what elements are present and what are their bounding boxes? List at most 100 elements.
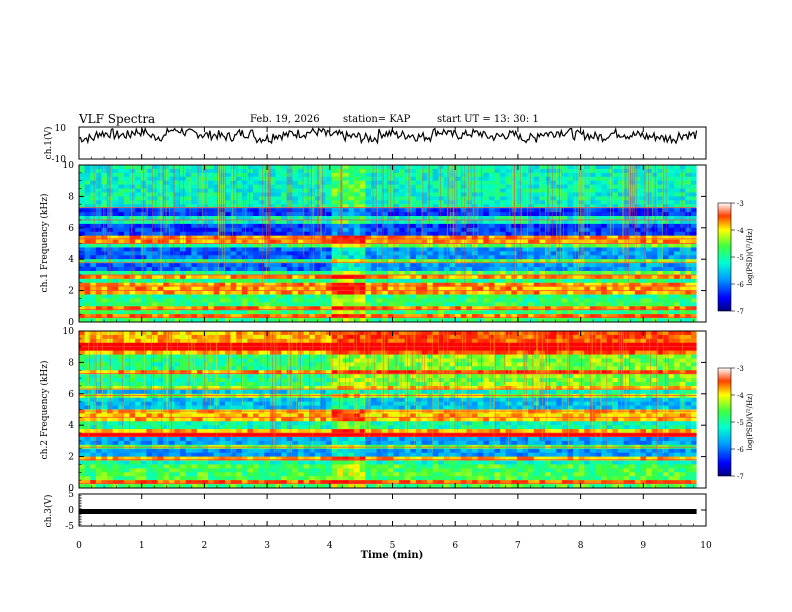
spectro-cell [393,274,400,280]
spectro-cell [393,180,400,186]
spectro-cell [387,302,394,307]
spectro-cell [241,290,248,295]
spectro-cell [516,172,523,178]
spectro-cell [247,168,254,174]
spectro-cell [455,298,462,303]
spectro-cell [415,314,422,319]
spectro-cell [477,235,484,240]
spectro-cell [112,460,119,465]
spectro-cell [95,338,102,344]
spectro-cell [522,180,529,186]
spectro-cell [208,176,215,182]
spectro-cell [320,247,327,252]
spectro-cell [500,318,507,323]
spectro-cell [404,176,411,182]
spectro-cell [230,274,237,280]
spectro-cell [230,278,237,284]
spectro-cell [90,192,97,197]
spectro-cell [455,235,462,240]
spectro-cell [359,310,366,315]
spectro-cell [623,188,630,193]
spectro-cell [275,318,282,323]
spectro-cell [617,231,624,237]
spectro-cell [567,318,574,323]
ch1-ylabel: ch.1(V) [43,127,54,160]
spectro-cell [90,429,97,434]
spectro-cell [685,270,692,276]
spectro-cell [213,255,220,260]
spectro-cell [679,235,686,240]
spectro-cell [101,413,108,418]
spectro-cell [455,302,462,307]
spectro-cell [477,231,484,237]
spectro-cell [606,274,613,280]
spectro-cell [269,196,276,201]
spectro-cell [129,378,136,383]
spectro-cell [191,216,198,221]
spectro-cell [224,188,231,193]
spectro-cell [168,165,175,170]
spectro-cell [191,255,198,260]
spectro-cell [477,172,484,178]
spectro-cell [123,227,130,233]
spectro-cell [79,374,86,379]
spectro-cell [354,259,361,264]
spectro-cell [118,290,125,295]
spectro-cell [421,255,428,260]
spectro-cell [399,184,406,189]
spectro-cell [202,298,209,303]
spectro-cell [516,282,523,288]
spectro-cell [146,208,153,213]
spectro-cell [185,176,192,182]
spectro-cell [432,168,439,174]
spectro-cell [129,318,136,323]
spectro-cell [112,456,119,461]
spectro-cell [443,318,450,323]
spectro-cell [107,314,114,319]
spectro-cell [370,192,377,197]
spectro-cell [460,318,467,323]
spectro-cell [443,290,450,295]
spectro-cell [168,192,175,197]
spectro-cell [606,310,613,315]
spectro-cell [674,267,681,272]
spectro-cell [690,223,697,229]
spectro-cell [269,251,276,256]
spectro-cell [84,251,91,256]
spectro-cell [657,196,664,201]
spectro-cell [483,251,490,256]
spectro-cell [264,267,271,272]
spectro-cell [617,216,624,221]
spectro-cell [309,263,316,268]
spectro-cell [505,318,512,323]
spectro-cell [348,251,355,256]
spectro-cell [629,188,636,193]
spectro-cell [140,188,147,193]
spectro-cell [90,302,97,307]
spectro-cell [421,243,428,248]
spectro-cell [488,290,495,295]
spectro-cell [303,200,310,205]
spectro-cell [685,184,692,189]
spectro-cell [303,247,310,252]
spectro-cell [376,204,383,209]
spectro-cell [539,192,546,197]
spectro-cell [522,212,529,217]
spectro-cell [550,282,557,288]
spectro-cell [488,168,495,174]
spectro-cell [185,239,192,244]
spectro-cell [118,247,125,252]
spectro-cell [455,290,462,295]
spectro-cell [427,204,434,209]
spectro-cell [213,294,220,299]
spectro-cell [101,421,108,426]
spectro-cell [685,180,692,186]
spectro-cell [629,263,636,268]
spectro-cell [241,278,248,284]
spectro-cell [578,204,585,209]
spectro-cell [168,172,175,178]
spectro-cell [90,282,97,288]
spectro-cell [438,172,445,178]
spectro-cell [511,282,518,288]
spectro-cell [258,227,265,233]
